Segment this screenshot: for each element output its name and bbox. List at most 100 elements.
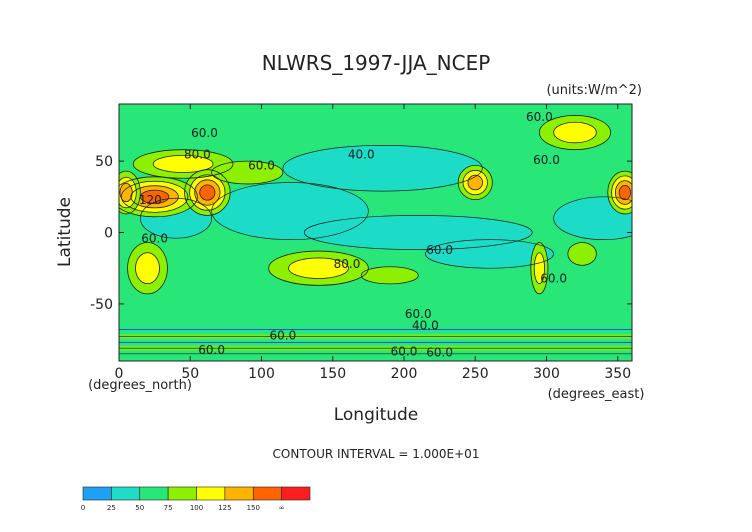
x-axis-label: Longitude <box>334 405 419 425</box>
colorbar-swatch <box>281 486 311 501</box>
x-tick-label: 100 <box>248 366 275 382</box>
contour-label: 60.0 <box>533 153 560 167</box>
field-peak <box>175 161 191 167</box>
contour-line <box>607 170 632 215</box>
contour-line <box>211 160 284 185</box>
x-tick-label: 50 <box>181 366 199 382</box>
field-peak <box>538 264 541 273</box>
contour-line <box>199 184 216 201</box>
contour-line <box>288 257 349 279</box>
colorbar-swatch <box>82 486 112 501</box>
contour-line <box>614 180 632 205</box>
field-peak <box>579 252 585 256</box>
contour-label: 60.0 <box>540 271 567 285</box>
contour-line <box>567 242 597 266</box>
colorbar-swatch <box>139 486 169 501</box>
x-tick-label: 300 <box>533 366 560 382</box>
colorbar-label: 50 <box>135 504 144 512</box>
chart-title: NLWRS_1997-JJA_NCEP <box>262 51 491 75</box>
contour-label: 80.0 <box>334 257 361 271</box>
contour-line <box>467 174 483 191</box>
contour-line <box>553 121 597 144</box>
y-tick-label: -50 <box>90 297 113 313</box>
field-peak <box>311 265 326 271</box>
contour-labels: 60.080.060.012060.040.060.080.060.060.06… <box>139 110 567 360</box>
contour-line <box>119 182 133 203</box>
contour-line <box>425 239 554 269</box>
colorbar-swatch <box>196 486 226 501</box>
contour-label: 120 <box>139 193 162 207</box>
x-tick-label: 0 <box>115 366 124 382</box>
contour-line <box>538 115 612 151</box>
contour-label: 80.0 <box>184 147 211 161</box>
low-value-zone <box>425 239 554 269</box>
colorbar-label: 100 <box>190 504 203 512</box>
colorbar-label: ∞ <box>279 504 285 512</box>
contour-label: 60.0 <box>426 243 453 257</box>
y-axis-label: Latitude <box>55 197 75 267</box>
contour-label: 60.0 <box>526 110 553 124</box>
contour-line <box>132 149 234 179</box>
contour-line <box>130 185 179 209</box>
colorbar-label: 0 <box>81 504 85 512</box>
field-peak <box>385 274 395 277</box>
contour-line <box>530 242 549 295</box>
contour-line <box>611 175 632 210</box>
contour-line <box>457 164 493 201</box>
contour-line <box>462 169 488 196</box>
contour-label: 60.0 <box>141 231 168 245</box>
contour-label: 60.0 <box>248 159 275 173</box>
contour-label: 40.0 <box>412 319 439 333</box>
contour-label: 60.0 <box>426 346 453 360</box>
x-tick-label: 350 <box>604 366 631 382</box>
contour-line <box>152 154 214 173</box>
contour-line <box>184 169 231 216</box>
x-axis-ticks: 0 50 100 150 200 250 300 350 <box>115 104 631 382</box>
field-peak <box>622 189 628 196</box>
y-tick-label: 0 <box>104 226 113 242</box>
contour-line <box>119 176 137 209</box>
colorbar-swatch <box>224 486 254 501</box>
contour-line <box>360 266 419 285</box>
colorbar-swatch <box>252 486 282 501</box>
field-peak <box>148 193 162 200</box>
contour-line <box>135 252 160 285</box>
x-unit-note: (degrees_east) <box>548 387 645 402</box>
colorbar-swatch <box>167 486 197 501</box>
field-peak <box>144 264 151 273</box>
colorbar-label: 75 <box>164 504 173 512</box>
x-tick-label: 150 <box>319 366 346 382</box>
plot-area: 60.080.060.012060.040.060.080.060.060.06… <box>118 103 633 362</box>
contour-label: 40.0 <box>348 147 375 161</box>
contour-label: 60.0 <box>198 343 225 357</box>
units-note: (units:W/m^2) <box>546 83 642 98</box>
contour-line <box>189 174 226 211</box>
contour-line <box>533 252 545 285</box>
contour-label: 60.0 <box>270 329 297 343</box>
colorbar-label: 125 <box>218 504 231 512</box>
contour-label: 60.0 <box>391 344 418 358</box>
contour-line <box>127 242 168 295</box>
contour-line <box>119 176 198 218</box>
contour-line <box>194 179 221 206</box>
contour-label: 60.0 <box>191 126 218 140</box>
field-peak <box>203 189 211 196</box>
contour-interval-note: CONTOUR INTERVAL = 1.000E+01 <box>273 447 480 461</box>
field-peak <box>472 179 478 186</box>
contour-label: 60.0 <box>405 307 432 321</box>
contour-line <box>268 250 369 286</box>
contour-line <box>120 180 189 213</box>
field-peak <box>541 144 552 149</box>
field-peak <box>241 170 253 175</box>
colorbar-swatch <box>111 486 141 501</box>
contour-line <box>553 196 632 240</box>
contour-line <box>303 215 533 250</box>
x-tick-label: 250 <box>462 366 489 382</box>
colorbar: 0 25 50 75 100 125 150 ∞ <box>81 486 311 512</box>
field-peak <box>569 129 581 136</box>
y-axis-ticks: 50 0 -50 <box>90 154 632 313</box>
contour-line <box>618 184 631 201</box>
low-value-zone <box>282 145 483 192</box>
contour-lines <box>119 115 632 355</box>
